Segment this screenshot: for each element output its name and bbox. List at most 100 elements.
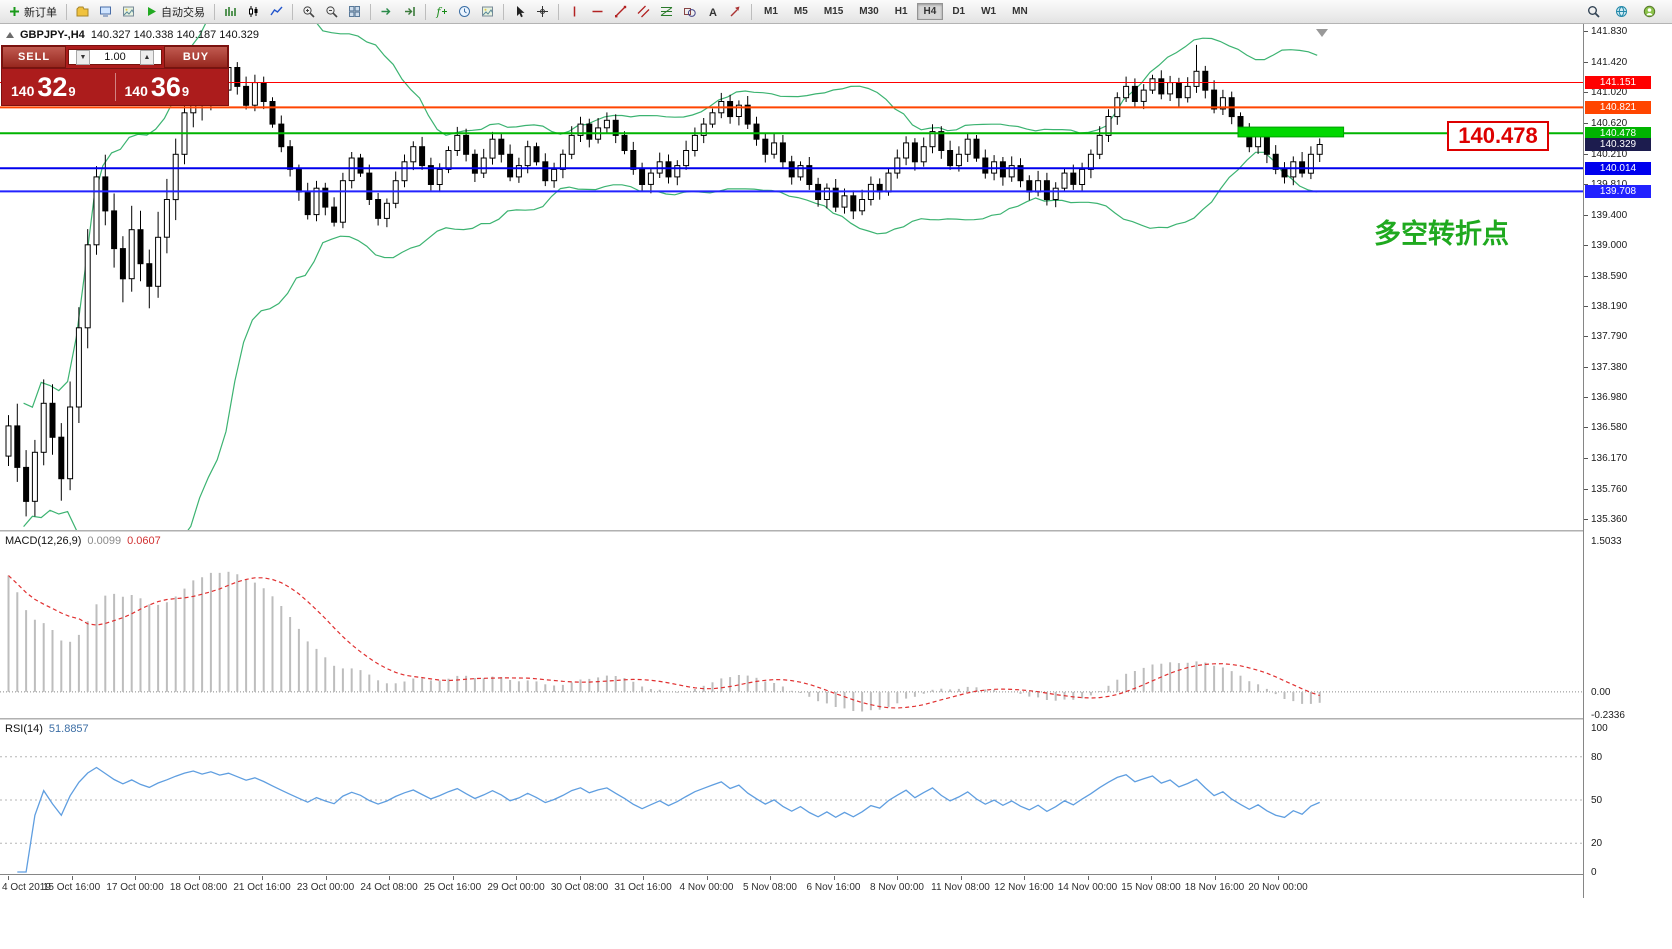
buy-price-main: 140 — [124, 83, 148, 99]
search-button[interactable] — [1582, 2, 1605, 22]
price-axis-tick — [1584, 183, 1588, 185]
charts-profile-button[interactable] — [71, 2, 94, 22]
time-axis-tick — [1087, 876, 1089, 880]
cursor-tool-button[interactable] — [508, 2, 531, 22]
autotrading-button[interactable]: 自动交易 — [140, 2, 210, 22]
highlight-zone[interactable] — [1237, 126, 1345, 138]
time-axis-tick — [262, 876, 263, 880]
panel-splitter[interactable] — [0, 718, 1672, 720]
timeframe-H4[interactable]: H4 — [916, 3, 944, 20]
price-axis-tick — [1584, 244, 1588, 246]
vertical-line-tool-button[interactable] — [563, 2, 586, 22]
indicator-axis-label: 20 — [1591, 838, 1603, 850]
auto-scroll-button[interactable] — [375, 2, 398, 22]
panel-splitter[interactable] — [0, 530, 1672, 532]
chart-shift-marker[interactable] — [1316, 29, 1328, 37]
crosshair-tool-button[interactable] — [531, 2, 554, 22]
time-axis-label: 15 Nov 08:00 — [1121, 882, 1181, 893]
price-axis-tick — [1584, 458, 1588, 460]
time-axis-label: 6 Nov 16:00 — [806, 882, 861, 893]
time-axis-tick — [135, 876, 136, 880]
sell-price[interactable]: 140 32 9 — [2, 72, 115, 102]
channel-tool-icon — [637, 5, 650, 18]
price-axis-label: 139.400 — [1591, 209, 1628, 221]
toolbar-separator — [558, 3, 559, 20]
trade-panel-controls: SELL ▼ ▲ BUY — [2, 46, 228, 69]
time-axis-label: 24 Oct 08:00 — [360, 882, 418, 893]
rsi-panel[interactable]: RSI(14) 51.8857 — [0, 720, 1583, 874]
macd-label: MACD(12,26,9) 0.0099 0.0607 — [5, 535, 161, 547]
buy-price[interactable]: 140 36 9 — [116, 72, 229, 102]
price-callout-label[interactable]: 140.478 — [1447, 121, 1549, 151]
time-axis-label: 17 Oct 00:00 — [106, 882, 164, 893]
price-level-badge: 140.821 — [1585, 100, 1651, 114]
metaquotes-community-icon — [1616, 6, 1627, 17]
indicator-axis-label: -0.2336 — [1591, 710, 1625, 721]
market-watch-button[interactable] — [94, 2, 117, 22]
bollinger-bands — [23, 24, 1318, 530]
timeframe-M5[interactable]: M5 — [787, 3, 815, 20]
price-axis-tick — [1584, 92, 1588, 94]
price-axis: 141.830 141.420 141.020 140.620 140.210 139.8… — [1583, 24, 1672, 898]
price-axis-label: 139.810 — [1591, 179, 1627, 190]
sell-button[interactable]: SELL — [2, 46, 66, 68]
fibonacci-tool-button[interactable] — [655, 2, 678, 22]
volume-down-button[interactable]: ▼ — [76, 49, 90, 65]
chart-annotation-text[interactable]: 多空转折点 — [1374, 219, 1509, 250]
metaquotes-community-button[interactable] — [1610, 2, 1633, 22]
price-axis-label: 137.790 — [1591, 331, 1628, 343]
indicators-button[interactable]: f — [430, 2, 453, 22]
time-axis-label: 23 Oct 00:00 — [296, 882, 355, 893]
price-axis-tick — [1584, 153, 1588, 155]
timeframe-M1[interactable]: M1 — [757, 3, 785, 20]
candlestick-mode-button[interactable] — [242, 2, 265, 22]
rsi-chart — [0, 756, 1583, 873]
periods-icon — [459, 6, 470, 17]
macd-panel[interactable]: MACD(12,26,9) 0.0099 0.0607 — [0, 532, 1583, 718]
zoom-out-button[interactable] — [320, 2, 343, 22]
timeframe-M30[interactable]: M30 — [852, 3, 885, 20]
svg-text:f: f — [436, 6, 443, 19]
arrows-tool-button[interactable] — [724, 2, 747, 22]
volume-up-button[interactable]: ▲ — [140, 49, 154, 65]
search-icon — [1588, 6, 1600, 18]
text-tool-button[interactable]: A — [701, 2, 724, 22]
time-axis-label: 25 Oct 16:00 — [423, 882, 482, 893]
volume-input[interactable] — [90, 50, 140, 64]
chart-shift-button[interactable] — [398, 2, 421, 22]
buy-button[interactable]: BUY — [164, 46, 228, 68]
price-chart[interactable] — [0, 24, 1583, 530]
timeframe-MN[interactable]: MN — [1005, 3, 1035, 20]
sell-price-sup: 9 — [68, 84, 76, 99]
line-chart-mode-button[interactable] — [265, 2, 288, 22]
horizontal-line-tool-button[interactable] — [586, 2, 609, 22]
line-chart-mode-icon — [270, 6, 283, 16]
timeframe-M15[interactable]: M15 — [817, 3, 850, 20]
price-axis-tick — [1584, 62, 1588, 64]
new-order-button[interactable]: 新订单 — [3, 2, 62, 22]
time-axis-label: 14 Nov 00:00 — [1057, 882, 1118, 893]
templates-button[interactable] — [476, 2, 499, 22]
time-axis-label: 15 Oct 16:00 — [42, 882, 101, 893]
data-window-button[interactable] — [117, 2, 140, 22]
timeframe-toolbar: M1 M5 M15 M30 H1 H4 D1 W1 MN — [756, 3, 1036, 20]
sell-price-big: 32 — [37, 72, 68, 102]
bar-chart-mode-button[interactable] — [219, 2, 242, 22]
time-axis-label: 8 Nov 00:00 — [870, 882, 924, 893]
user-account-button[interactable] — [1638, 2, 1661, 22]
timeframe-W1[interactable]: W1 — [974, 3, 1003, 20]
price-chart-panel[interactable]: GBPJPY-,H4 140.327 140.338 140.187 140.3… — [0, 24, 1583, 530]
time-axis-label: 21 Oct 16:00 — [233, 882, 291, 893]
shapes-tool-button[interactable] — [678, 2, 701, 22]
rsi-level-lines — [0, 756, 1583, 844]
periods-button[interactable] — [453, 2, 476, 22]
sell-price-main: 140 — [11, 83, 35, 99]
tile-windows-button[interactable] — [343, 2, 366, 22]
trendline-tool-button[interactable] — [609, 2, 632, 22]
timeframe-H1[interactable]: H1 — [888, 3, 915, 20]
zoom-in-button[interactable] — [297, 2, 320, 22]
autotrading-icon — [148, 7, 156, 16]
time-axis-label: 18 Nov 16:00 — [1184, 882, 1245, 893]
timeframe-D1[interactable]: D1 — [945, 3, 972, 20]
channel-tool-button[interactable] — [632, 2, 655, 22]
